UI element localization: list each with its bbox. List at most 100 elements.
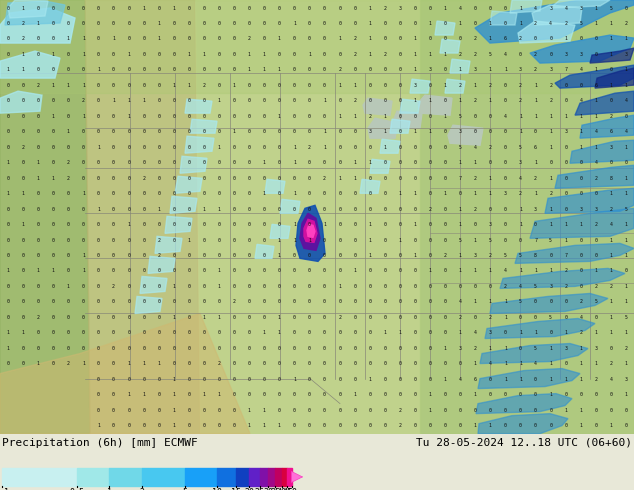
Text: 0: 0 [67,269,70,273]
Text: 1: 1 [368,222,371,227]
Text: 0: 0 [37,114,39,119]
Text: 1: 1 [37,175,39,181]
Text: 1: 1 [67,129,70,134]
Text: 0: 0 [624,423,628,428]
Text: 40: 40 [276,488,287,490]
Text: 1: 1 [217,98,221,103]
Text: 0: 0 [323,5,326,10]
Text: 5: 5 [549,238,552,243]
Text: 0: 0 [97,191,100,196]
Text: 1: 1 [624,299,628,304]
Text: 1: 1 [534,269,537,273]
Text: 0: 0 [22,98,25,103]
Text: 0: 0 [398,21,401,26]
Text: 0: 0 [248,175,250,181]
Text: 0: 0 [534,423,537,428]
Text: 0: 0 [323,160,326,165]
Text: 2: 2 [489,315,492,320]
Text: 0: 0 [459,284,462,289]
Text: 0: 0 [157,191,160,196]
Text: 0: 0 [504,145,507,150]
Text: 0: 0 [489,377,492,382]
Text: 1: 1 [37,361,39,366]
Text: 1: 1 [413,222,417,227]
Text: 0: 0 [172,253,175,258]
Text: 1: 1 [564,222,567,227]
Text: 0: 0 [398,129,401,134]
Text: 15: 15 [231,488,241,490]
Text: 0: 0 [293,315,296,320]
Polygon shape [300,213,320,250]
Text: 0: 0 [609,346,612,351]
Text: 0: 0 [564,160,567,165]
Text: 1: 1 [595,114,597,119]
Text: 0: 0 [398,145,401,150]
Text: 1: 1 [624,238,628,243]
Text: 2: 2 [233,299,236,304]
Text: 0: 0 [6,315,10,320]
Text: 0: 0 [97,160,100,165]
Text: 0: 0 [202,98,205,103]
Text: 0: 0 [278,21,281,26]
Text: 0: 0 [82,330,85,335]
Text: 0: 0 [37,284,39,289]
Text: 0: 0 [444,175,446,181]
Text: 0: 0 [474,5,477,10]
Text: 1: 1 [338,83,341,88]
Text: 0: 0 [308,160,311,165]
Text: 0: 0 [233,330,236,335]
Text: 0: 0 [504,222,507,227]
Text: 0: 0 [595,315,597,320]
Text: 0: 0 [579,191,582,196]
Text: 1: 1 [519,377,522,382]
Text: 0: 0 [413,207,417,212]
Text: 0: 0 [595,408,597,413]
Text: 2: 2 [82,98,85,103]
Text: 0: 0 [398,98,401,103]
Text: 0: 0 [202,21,205,26]
Text: 1: 1 [97,207,100,212]
Text: 2: 2 [67,361,70,366]
Text: 0: 0 [278,408,281,413]
Text: 0: 0 [338,408,341,413]
Polygon shape [530,208,634,238]
Text: 0: 0 [368,346,371,351]
Text: 1: 1 [595,98,597,103]
Text: 0: 0 [323,36,326,42]
Text: 0: 0 [157,299,160,304]
Text: 0: 0 [308,129,311,134]
Text: 0: 0 [6,36,10,42]
Text: 0: 0 [248,129,250,134]
Text: 2: 2 [549,98,552,103]
Text: 2: 2 [474,98,477,103]
Text: 0: 0 [263,36,266,42]
Text: 0: 0 [52,129,55,134]
Text: 0: 0 [248,145,250,150]
Text: 0: 0 [157,98,160,103]
Text: 1: 1 [519,330,522,335]
Text: 1: 1 [142,5,145,10]
Text: 0: 0 [293,299,296,304]
Text: 0: 0 [384,408,386,413]
Text: 4: 4 [534,5,537,10]
Polygon shape [510,0,542,13]
Text: 0: 0 [353,145,356,150]
Text: 1: 1 [368,21,371,26]
Text: 0: 0 [308,68,311,73]
Text: 0: 0 [338,145,341,150]
Text: 0: 0 [157,377,160,382]
Polygon shape [400,99,420,113]
Text: 2: 2 [609,284,612,289]
Text: 1: 1 [233,129,236,134]
Text: 5: 5 [549,315,552,320]
Text: 0: 0 [248,98,250,103]
Text: 0: 0 [534,377,537,382]
Text: 35: 35 [270,488,280,490]
Text: 0: 0 [323,191,326,196]
Text: 3: 3 [429,68,432,73]
Text: 1: 1 [549,114,552,119]
Text: 1: 1 [489,21,492,26]
Text: 0: 0 [37,207,39,212]
Text: 0: 0 [263,129,266,134]
Text: 0: 0 [263,5,266,10]
